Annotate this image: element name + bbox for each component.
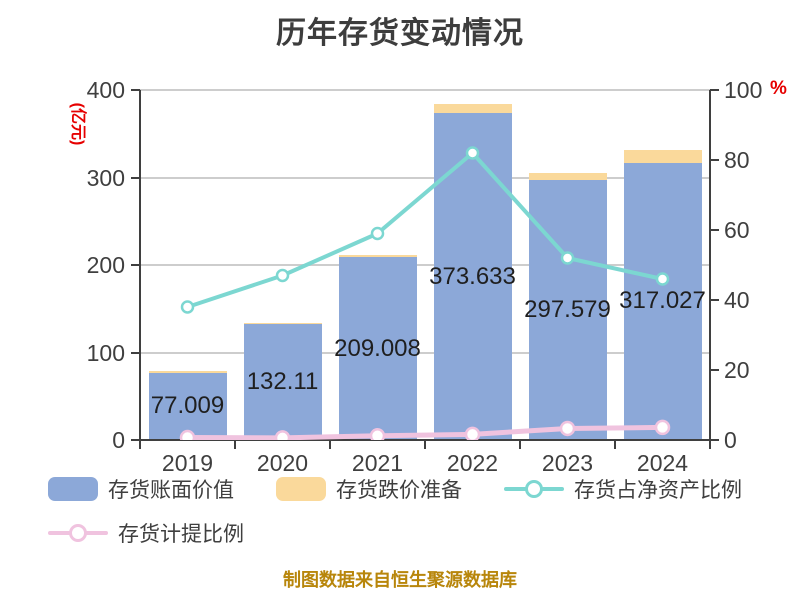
- left-axis-tick-label: 100: [86, 339, 125, 366]
- right-axis-tick: [710, 89, 719, 91]
- right-axis-tick-label: 80: [724, 147, 750, 173]
- right-axis-tick-label: 60: [724, 217, 750, 243]
- plot-area: 77.009 132.11 209.008 373.633 297.579 317.027: [140, 89, 710, 440]
- left-axis-unit-label: (亿元): [69, 102, 86, 146]
- x-axis-tick: [709, 441, 711, 449]
- data-point-marker: [560, 251, 575, 265]
- left-axis-tick-label: 0: [112, 427, 125, 453]
- right-axis-tick: [710, 159, 719, 161]
- right-axis-tick-label: 20: [724, 357, 750, 383]
- legend-item-book-value: 存货账面价值: [48, 474, 234, 504]
- bar-value-label: 77.009: [150, 392, 225, 420]
- x-axis-tick: [139, 441, 141, 449]
- data-point-marker: [655, 272, 670, 286]
- book-value-bar: [148, 372, 227, 440]
- book-value-bar: [433, 113, 512, 440]
- data-point-marker: [464, 426, 481, 440]
- legend-item-provision: 存货跌价准备: [276, 474, 462, 504]
- data-point-marker: [369, 428, 386, 440]
- legend-label-provision: 存货跌价准备: [336, 479, 462, 502]
- right-axis-tick: [710, 369, 719, 371]
- x-axis-tick: [614, 441, 616, 449]
- book-value-bar: [243, 324, 322, 440]
- legend-label-provision-ratio: 存货计提比例: [118, 523, 244, 546]
- provision-ratio-line-icon: [48, 521, 108, 545]
- x-axis-tick-label: 2021: [351, 450, 404, 476]
- right-axis-tick-label: 40: [724, 287, 750, 313]
- bar-value-label: 297.579: [524, 295, 611, 323]
- left-axis-tick: [131, 176, 140, 179]
- left-axis-tick-label: 400: [86, 77, 125, 103]
- legend-row-1: 存货账面价值 存货跌价准备 存货占净资产比例: [48, 474, 768, 504]
- chart-title: 历年存货变动情况: [276, 17, 524, 50]
- line-series: [186, 151, 663, 309]
- grid-line: [140, 264, 710, 266]
- line-series: [187, 424, 663, 440]
- provision-swatch-icon: [276, 477, 326, 501]
- x-axis-tick: [329, 441, 331, 449]
- footer-data-source-note: 制图数据来自恒生聚源数据库: [283, 570, 517, 590]
- line-series-layer: [179, 146, 671, 440]
- bar-value-label: 373.633: [429, 262, 516, 290]
- right-axis-tick-label: 0: [724, 427, 737, 453]
- x-axis-tick: [424, 441, 426, 449]
- legend-label-net-asset-ratio: 存货占净资产比例: [574, 479, 742, 502]
- x-axis-tick-label: 2023: [541, 450, 594, 476]
- left-axis-tick-label: 300: [86, 164, 125, 191]
- right-axis-line: [709, 90, 711, 441]
- right-axis-tick: [710, 299, 719, 301]
- legend-row-2: 存货计提比例: [48, 518, 768, 548]
- data-point-marker: [180, 300, 195, 314]
- provision-bar: [623, 150, 702, 163]
- grid-line: [140, 176, 710, 179]
- x-axis-tick-label: 2024: [636, 450, 689, 476]
- right-axis-tick-label: 100: [724, 77, 763, 103]
- left-axis-tick: [131, 89, 140, 91]
- teal-dot-icon: [525, 480, 543, 498]
- bar-value-label: 209.008: [334, 334, 421, 362]
- data-point-marker: [274, 430, 291, 440]
- book-value-swatch-icon: [48, 477, 98, 501]
- left-axis-tick-label: 200: [86, 252, 125, 278]
- provision-bar: [148, 370, 227, 373]
- grid-line: [140, 89, 710, 91]
- provision-bar: [243, 322, 322, 325]
- book-value-bar: [338, 257, 417, 440]
- data-point-marker: [465, 146, 480, 160]
- pink-dot-icon: [69, 524, 87, 542]
- right-axis-tick: [710, 439, 719, 441]
- left-axis-tick: [131, 264, 140, 266]
- x-axis-tick-label: 2022: [446, 450, 499, 476]
- right-axis-unit-label: %: [770, 78, 787, 99]
- data-point-marker: [179, 429, 196, 440]
- legend-label-book-value: 存货账面价值: [108, 479, 234, 502]
- book-value-bar: [528, 179, 607, 440]
- bar-value-label: 317.027: [619, 287, 706, 315]
- book-value-bar: [623, 162, 702, 440]
- left-axis-tick: [131, 351, 140, 354]
- x-axis-tick-label: 2019: [161, 450, 214, 476]
- bar-value-label: 132.11: [246, 368, 319, 396]
- x-axis-tick-label: 2020: [256, 450, 309, 476]
- data-point-marker: [275, 268, 290, 283]
- x-axis-tick: [519, 441, 521, 449]
- data-point-marker: [654, 419, 671, 436]
- left-axis-tick: [131, 439, 140, 441]
- data-point-marker: [559, 420, 576, 437]
- x-axis-line: [139, 439, 711, 441]
- x-axis-tick: [234, 441, 236, 449]
- provision-bar: [338, 254, 417, 258]
- legend: 存货账面价值 存货跌价准备 存货占净资产比例 存货计提比例: [48, 474, 768, 562]
- data-point-marker: [370, 226, 385, 241]
- net-asset-ratio-line-icon: [504, 477, 564, 501]
- left-axis-line: [139, 90, 141, 441]
- provision-bar: [528, 172, 607, 180]
- legend-item-provision-ratio: 存货计提比例: [48, 518, 244, 548]
- grid-line: [140, 351, 710, 354]
- provision-bar: [433, 104, 512, 114]
- right-axis-tick: [710, 229, 719, 231]
- legend-item-net-asset-ratio: 存货占净资产比例: [504, 474, 742, 504]
